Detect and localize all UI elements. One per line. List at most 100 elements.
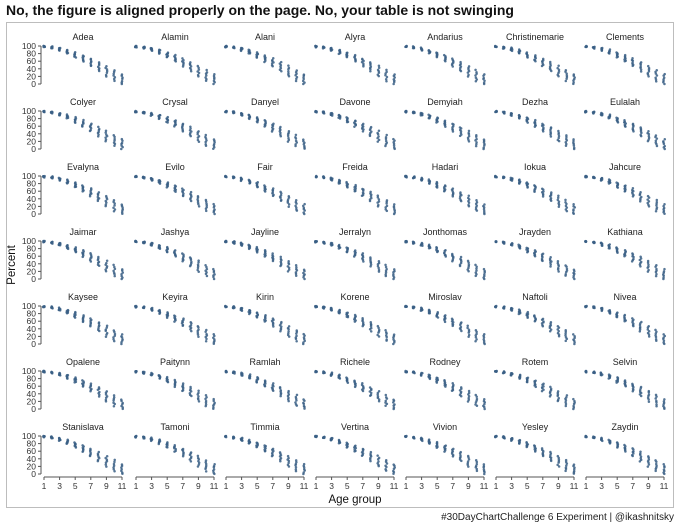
data-point bbox=[232, 305, 235, 308]
data-point bbox=[287, 129, 291, 133]
data-point bbox=[97, 321, 101, 324]
data-point bbox=[57, 306, 61, 309]
data-point bbox=[42, 434, 45, 438]
data-point bbox=[42, 305, 46, 308]
data-point bbox=[474, 335, 478, 339]
data-point bbox=[239, 46, 243, 50]
data-point bbox=[451, 187, 455, 190]
x-tick-label: 9 bbox=[286, 481, 291, 491]
y-tick-label: 40 bbox=[27, 324, 37, 334]
data-point bbox=[74, 181, 77, 184]
x-tick-label: 9 bbox=[466, 481, 471, 491]
data-point bbox=[384, 265, 388, 269]
data-point bbox=[301, 204, 305, 208]
data-point bbox=[663, 144, 666, 148]
data-point bbox=[549, 135, 553, 138]
data-point bbox=[377, 460, 380, 463]
y-tick-label: 80 bbox=[27, 439, 37, 449]
data-point bbox=[510, 241, 514, 245]
data-point bbox=[65, 374, 69, 377]
data-point bbox=[435, 51, 438, 54]
data-point bbox=[174, 119, 177, 122]
data-point bbox=[549, 385, 552, 389]
data-point bbox=[287, 389, 290, 393]
data-point bbox=[411, 240, 415, 244]
data-point bbox=[467, 134, 471, 138]
data-point bbox=[322, 240, 325, 244]
data-point bbox=[459, 255, 463, 259]
data-point bbox=[482, 468, 486, 471]
data-point bbox=[143, 240, 146, 244]
data-point bbox=[345, 441, 348, 444]
data-point bbox=[384, 396, 388, 399]
data-point bbox=[509, 111, 513, 115]
facet-label: Adea bbox=[72, 32, 93, 42]
data-point bbox=[314, 304, 317, 308]
data-point bbox=[212, 336, 215, 339]
data-point bbox=[294, 401, 297, 404]
data-point bbox=[557, 134, 561, 138]
data-point bbox=[427, 178, 431, 181]
data-point bbox=[572, 463, 576, 466]
data-point bbox=[294, 465, 298, 469]
data-point bbox=[272, 382, 275, 385]
data-point bbox=[459, 191, 462, 194]
data-point bbox=[224, 434, 228, 438]
data-point bbox=[482, 465, 486, 468]
data-point bbox=[623, 119, 626, 122]
data-point bbox=[338, 308, 341, 312]
data-point bbox=[549, 458, 553, 461]
data-point bbox=[197, 68, 201, 71]
data-point bbox=[482, 463, 486, 466]
facet-label: Kirin bbox=[256, 292, 274, 302]
data-point bbox=[393, 203, 396, 206]
data-point bbox=[393, 73, 396, 76]
data-point bbox=[557, 465, 561, 468]
data-point bbox=[134, 174, 138, 178]
data-point bbox=[376, 393, 379, 397]
data-point bbox=[384, 77, 388, 81]
data-point bbox=[592, 305, 595, 308]
data-point bbox=[392, 137, 395, 141]
data-point bbox=[451, 57, 454, 60]
data-point bbox=[205, 267, 209, 271]
data-point bbox=[196, 70, 199, 73]
data-point bbox=[134, 304, 137, 308]
data-point bbox=[385, 68, 388, 72]
facet-label: Jerralyn bbox=[339, 227, 371, 237]
data-point bbox=[393, 211, 396, 214]
data-point bbox=[104, 194, 108, 198]
data-point bbox=[475, 395, 478, 399]
data-point bbox=[542, 190, 545, 193]
data-point bbox=[557, 270, 560, 273]
data-point bbox=[444, 314, 447, 317]
data-point bbox=[384, 459, 388, 462]
data-point bbox=[287, 456, 290, 460]
facet-label: Danyel bbox=[251, 97, 279, 107]
data-point bbox=[623, 379, 627, 382]
data-point bbox=[392, 333, 396, 336]
data-point bbox=[601, 46, 604, 50]
y-tick-label: 20 bbox=[27, 461, 37, 471]
data-point bbox=[475, 71, 478, 74]
data-point bbox=[564, 140, 567, 144]
data-point bbox=[135, 369, 138, 373]
data-point bbox=[294, 264, 298, 267]
data-point bbox=[255, 116, 259, 119]
data-point bbox=[647, 325, 650, 328]
facet-label: Dezha bbox=[522, 97, 548, 107]
data-point bbox=[112, 199, 116, 202]
data-point bbox=[197, 135, 201, 138]
data-point bbox=[384, 328, 387, 332]
data-point bbox=[294, 462, 298, 466]
data-point bbox=[65, 113, 69, 116]
data-point bbox=[212, 277, 216, 281]
facet-label: Nivea bbox=[613, 292, 636, 302]
data-point bbox=[662, 333, 665, 336]
y-tick-label: 80 bbox=[27, 309, 37, 319]
data-point bbox=[663, 202, 666, 206]
data-point bbox=[557, 129, 560, 133]
data-point bbox=[353, 249, 357, 252]
data-point bbox=[654, 393, 658, 397]
data-point bbox=[615, 441, 619, 444]
